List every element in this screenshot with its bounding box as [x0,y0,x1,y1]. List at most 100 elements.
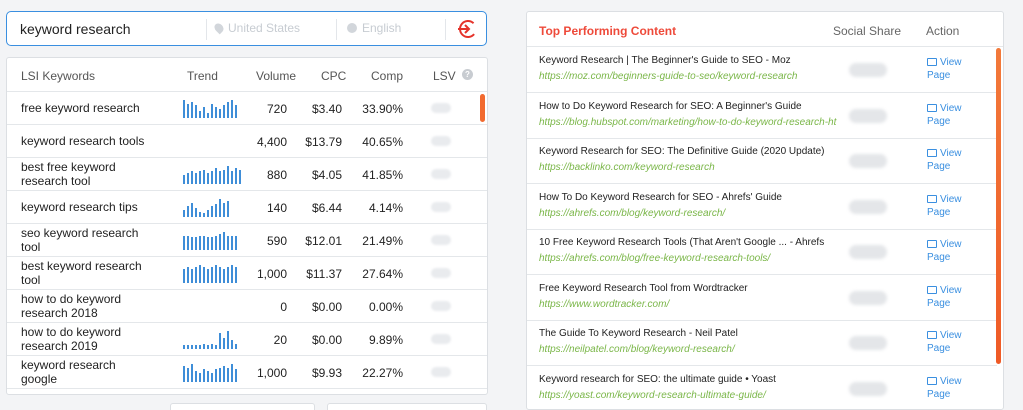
comp-cell: 41.85% [362,168,403,182]
keyword-cell[interactable]: keyword research tips [21,200,138,214]
table-row[interactable]: keyword research google 1,000 $9.93 22.27% [7,356,487,389]
content-title: How To Do Keyword Research for SEO - Ahr… [539,191,782,203]
view-page-button[interactable]: View Page [927,56,977,82]
scrollbar[interactable] [996,48,1001,364]
trend-bar [227,102,229,118]
comp-cell: 0.00% [368,300,403,314]
trend-bar [191,364,193,382]
social-share-blurred [849,290,887,305]
column-header-trend[interactable]: Trend [187,69,218,83]
view-page-button[interactable]: View Page [927,238,977,264]
content-url-link[interactable]: https://yoast.com/keyword-research-ultim… [539,389,766,401]
trend-bar [199,171,201,184]
view-page-button[interactable]: View Page [927,329,977,355]
table-row[interactable]: keyword research tools 4,400 $13.79 40.65% [7,125,487,158]
trend-bar [195,173,197,184]
trend-bar [235,344,237,349]
location-selector[interactable]: United States [212,21,300,35]
trend-bar [223,366,225,382]
table-row[interactable]: seo keyword research tool 590 $12.01 21.49% [7,224,487,257]
trend-bar [183,175,185,184]
table-row[interactable]: keyword research tips 140 $6.44 4.14% [7,191,487,224]
view-page-button[interactable]: View Page [927,102,977,128]
volume-cell: 1,000 [256,267,287,281]
view-page-label: View Page [927,193,962,218]
column-header-volume[interactable]: Volume [256,69,297,83]
trend-sparkline [183,100,237,118]
lsv-value-blurred [431,334,451,344]
keyword-cell[interactable]: best keyword research tool [21,259,142,287]
table-row[interactable]: best free keyword research tool 880 $4.05 4… [7,158,487,191]
table-row[interactable]: how to do keyword research 2018 0 $0.00 0.0… [7,290,487,323]
content-url-link[interactable]: https://backlinko.com/keyword-research [539,162,715,173]
trend-bar [203,369,205,382]
search-submit-icon[interactable] [456,18,478,40]
view-page-button[interactable]: View Page [927,375,977,401]
content-url-link[interactable]: https://www.wordtracker.com/ [539,298,670,310]
scrollbar[interactable] [480,94,485,122]
content-url-link[interactable]: https://moz.com/beginners-guide-to-seo/k… [539,71,798,82]
trend-bar [183,236,185,250]
external-link-icon [927,376,937,385]
view-page-button[interactable]: View Page [927,147,977,173]
search-input[interactable]: keyword research [20,21,131,37]
content-url-link[interactable]: https://neilpatel.com/blog/keyword-resea… [539,344,735,355]
trend-bar [215,168,217,184]
comp-cell: 22.27% [362,366,403,380]
keyword-cell[interactable]: keyword research tools [21,134,145,148]
lsi-table-body: free keyword research 720 $3.40 33.90% keywo… [7,92,487,389]
keyword-cell[interactable]: free keyword research [21,101,140,115]
column-header-social-share: Social Share [833,24,902,38]
trend-bar [235,267,237,283]
trend-bar [199,373,201,382]
search-bar[interactable]: keyword research United States English [6,11,487,46]
cpc-cell: $4.05 [311,168,342,182]
keyword-cell[interactable]: best free keyword research tool [21,160,116,188]
table-row[interactable]: best keyword research tool 1,000 $11.37 27.… [7,257,487,290]
content-url-link[interactable]: https://ahrefs.com/blog/free-keyword-res… [539,253,771,264]
column-header-cpc[interactable]: CPC [321,69,347,83]
trend-bar [207,371,209,382]
trend-bar [227,166,229,184]
keyword-cell[interactable]: seo keyword research tool [21,226,139,254]
trend-bar [231,265,233,283]
view-page-label: View Page [927,375,962,400]
view-page-button[interactable]: View Page [927,284,977,310]
keyword-cell[interactable]: how to do keyword research 2019 [21,325,122,353]
trend-bar [235,105,237,118]
trend-bar [199,265,201,283]
keyword-cell[interactable]: how to do keyword research 2018 [21,292,122,320]
comp-cell: 4.14% [368,201,403,215]
content-url-link[interactable]: https://blog.hubspot.com/marketing/how-t… [539,116,837,128]
help-icon[interactable]: ? [462,69,473,80]
trend-bar [211,344,213,349]
view-page-label: View Page [927,330,962,354]
column-header-lsv[interactable]: LSV [433,69,456,83]
pagination-control[interactable] [327,403,487,410]
lsv-value-blurred [431,268,451,278]
trend-bar [211,237,213,250]
trend-bar [199,212,201,217]
trend-bar [203,107,205,118]
table-row[interactable]: how to do keyword research 2019 20 $0.00 9.… [7,323,487,356]
trend-bar [215,107,217,118]
trend-bar [227,267,229,283]
volume-cell: 0 [280,300,287,314]
column-header-keyword[interactable]: LSI Keywords [21,69,96,83]
content-title: How to Do Keyword Research for SEO: A Be… [539,100,802,112]
view-page-button[interactable]: View Page [927,193,977,219]
trend-bar [195,208,197,217]
trend-bar [223,269,225,283]
social-share-blurred [849,154,887,168]
pagination-control[interactable] [170,403,315,410]
column-header-comp[interactable]: Comp [371,69,404,83]
trend-bar [239,170,241,184]
language-selector[interactable]: English [347,21,401,35]
view-page-label: View Page [927,102,962,127]
top-content-panel: Top Performing Content Social Share Acti… [526,11,1004,410]
trend-bar [211,267,213,283]
table-row[interactable]: free keyword research 720 $3.40 33.90% [7,92,487,125]
keyword-cell[interactable]: keyword research google [21,358,116,386]
content-url-link[interactable]: https://ahrefs.com/blog/keyword-research… [539,207,726,219]
lsv-value-blurred [431,136,451,146]
